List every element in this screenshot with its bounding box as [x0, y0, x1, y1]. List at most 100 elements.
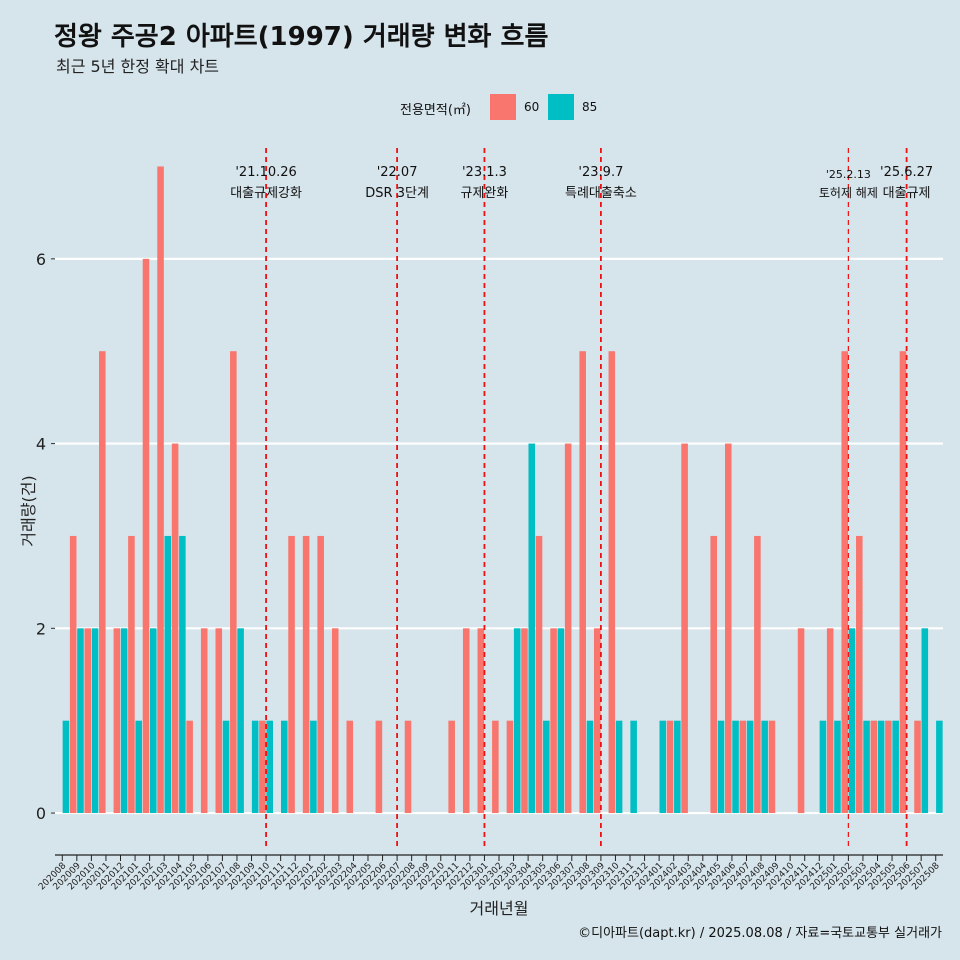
bar-60: [317, 535, 324, 814]
bar-60: [535, 535, 543, 814]
bar-60: [885, 720, 892, 814]
bar-60: [506, 720, 514, 814]
legend-swatch-60: [490, 94, 516, 120]
bar-60: [84, 628, 92, 814]
source-caption: ©디아파트(dapt.kr) / 2025.08.08 / 자료=국토교통부 실…: [578, 926, 942, 941]
bar-85: [149, 628, 157, 814]
bar-85: [513, 628, 521, 814]
legend-title: 전용면적(㎡): [400, 103, 471, 118]
legend-label-85: 85: [582, 100, 598, 114]
bar-60: [462, 628, 470, 814]
bar-85: [848, 628, 856, 814]
bar-60: [899, 351, 907, 814]
bar-85: [892, 720, 899, 814]
event-date-label: '25.6.27: [880, 165, 933, 180]
bar-85: [62, 720, 70, 814]
event-label: 대출규제: [883, 186, 931, 201]
bar-60: [608, 351, 616, 814]
bar-85: [543, 720, 550, 814]
bar-85: [557, 628, 565, 814]
x-axis-title: 거래년월: [470, 899, 529, 918]
bar-60: [477, 628, 485, 814]
bar-85: [732, 720, 739, 814]
bar-85: [615, 720, 623, 814]
bar-85: [528, 443, 536, 814]
bar-60: [448, 720, 455, 814]
bar-85: [586, 720, 594, 814]
bar-60: [404, 720, 412, 814]
bar-60: [666, 720, 674, 814]
legend-label-60: 60: [524, 100, 540, 114]
event-date-label: '22.07: [377, 165, 418, 180]
event-date-label: '23.9.7: [578, 165, 623, 180]
bar-60: [215, 628, 223, 814]
bar-60: [739, 720, 747, 814]
bar-85: [91, 628, 99, 814]
bar-60: [768, 720, 776, 814]
bar-85: [222, 720, 230, 814]
page-subtitle: 최근 5년 한정 확대 차트: [56, 57, 220, 76]
y-tick-label: 4: [36, 435, 46, 454]
bar-85: [921, 628, 929, 814]
bar-85: [819, 720, 827, 814]
bar-85: [877, 720, 885, 814]
legend: 전용면적(㎡) 60 85: [0, 92, 960, 122]
bar-60: [288, 535, 295, 814]
bar-85: [717, 720, 725, 814]
bar-60: [375, 720, 383, 814]
bar-60: [302, 535, 310, 814]
event-label: 대출규제강화: [230, 186, 302, 201]
y-axis-title: 거래량(건): [19, 475, 38, 546]
bar-60: [113, 628, 121, 814]
bar-85: [164, 535, 172, 814]
bar-60: [521, 628, 528, 814]
bar-85: [266, 720, 273, 814]
bar-60: [142, 258, 150, 814]
bar-60: [346, 720, 354, 814]
bar-85: [834, 720, 841, 814]
bar-60: [186, 720, 193, 814]
bar-60: [564, 443, 572, 814]
bar-60: [157, 166, 164, 814]
bar-60: [841, 351, 849, 814]
bar-60: [826, 628, 834, 814]
event-label: DSR 3단계: [365, 186, 429, 201]
y-tick-label: 0: [36, 804, 46, 823]
legend-swatch-85: [548, 94, 574, 120]
bar-85: [746, 720, 754, 814]
bar-85: [237, 628, 244, 814]
bar-60: [550, 628, 557, 814]
event-date-label: '23.1.3: [462, 165, 507, 180]
y-tick-label: 6: [36, 250, 46, 269]
event-label: 특례대출축소: [565, 186, 637, 201]
bar-60: [579, 351, 586, 814]
event-date-label: '25.2.13: [826, 168, 871, 181]
event-label: 규제완화: [461, 186, 509, 201]
event-date-label: '21.10.26: [235, 165, 296, 180]
event-label: 토허제 해제: [819, 186, 878, 200]
bar-60: [754, 535, 761, 814]
bar-60: [856, 535, 863, 814]
bar-85: [281, 720, 288, 814]
bar-85: [761, 720, 768, 814]
bar-85: [630, 720, 637, 814]
bar-85: [863, 720, 870, 814]
bar-60: [171, 443, 179, 814]
bar-60: [593, 628, 601, 814]
bar-85: [674, 720, 681, 814]
bar-85: [659, 720, 667, 814]
bar-85: [120, 628, 128, 814]
bar-85: [251, 720, 259, 814]
bar-60: [870, 720, 878, 814]
bar-60: [230, 351, 237, 814]
bar-85: [310, 720, 317, 814]
bar-60: [797, 628, 805, 814]
bar-60: [492, 720, 499, 814]
page-title: 정왕 주공2 아파트(1997) 거래량 변화 흐름: [54, 22, 549, 52]
bar-60: [128, 535, 135, 814]
bar-60: [331, 628, 339, 814]
bar-85: [77, 628, 84, 814]
bar-85: [179, 535, 186, 814]
bar-60: [725, 443, 732, 814]
